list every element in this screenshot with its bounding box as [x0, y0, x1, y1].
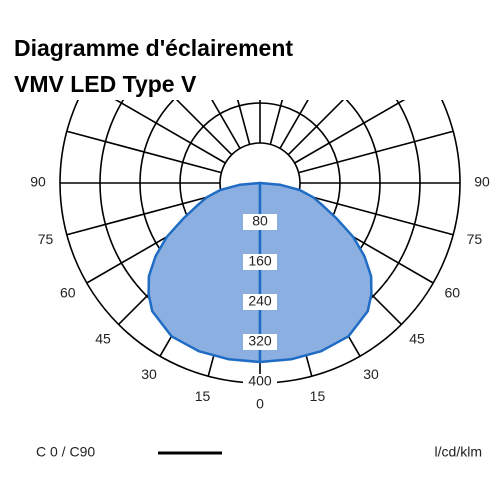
- label-bg: [243, 254, 277, 270]
- angle-tick-label: 0: [256, 396, 264, 412]
- radial-line: [298, 130, 454, 174]
- label-bg: [243, 334, 277, 350]
- radial-line: [287, 100, 345, 156]
- chart-title: VMV LED Type V: [14, 71, 197, 97]
- angle-tick-label: 30: [363, 366, 379, 382]
- angle-tick-label: 90: [30, 174, 46, 190]
- curve: [147, 181, 373, 364]
- radial-line: [269, 100, 284, 145]
- radial-line: [298, 192, 454, 236]
- radial-line: [294, 100, 406, 164]
- label-bg: [243, 214, 277, 230]
- r-tick-label: 400: [248, 373, 272, 389]
- angle-tick-label: 60: [60, 285, 76, 301]
- angle-tick-label: 75: [467, 231, 483, 247]
- radial-line: [175, 100, 233, 156]
- radial-line: [114, 100, 226, 164]
- angle-tick-label: 45: [95, 331, 111, 347]
- label-bg: [243, 374, 277, 390]
- angle-tick-label: 30: [141, 366, 157, 382]
- r-tick-label: 80: [252, 213, 268, 229]
- radial-line: [236, 100, 251, 145]
- radial-line: [279, 100, 309, 149]
- unit-label: l/cd/klm: [435, 444, 482, 460]
- labels: 80 160 240 320 400 0 15 15 30 30 45 45 60 60 75 75 90 90: [30, 174, 490, 412]
- intensity-curve: [258, 181, 373, 364]
- angle-tick-label: 60: [444, 285, 460, 301]
- radial-line: [66, 130, 222, 174]
- angle-tick-label: 90: [474, 174, 490, 190]
- chart-title: Diagramme d'éclairement: [14, 35, 293, 61]
- intensity-curve: [147, 181, 262, 364]
- angle-tick-label: 45: [409, 331, 425, 347]
- r-tick-label: 240: [248, 293, 272, 309]
- label-bg: [243, 294, 277, 310]
- r-tick-label: 160: [248, 253, 272, 269]
- radial-line: [66, 192, 222, 236]
- radial-line: [211, 100, 241, 149]
- legend-label: C 0 / C90: [36, 444, 95, 460]
- angle-tick-label: 15: [195, 388, 211, 404]
- angle-tick-label: 75: [38, 231, 54, 247]
- r-tick-label: 320: [248, 333, 272, 349]
- angle-tick-label: 15: [310, 388, 326, 404]
